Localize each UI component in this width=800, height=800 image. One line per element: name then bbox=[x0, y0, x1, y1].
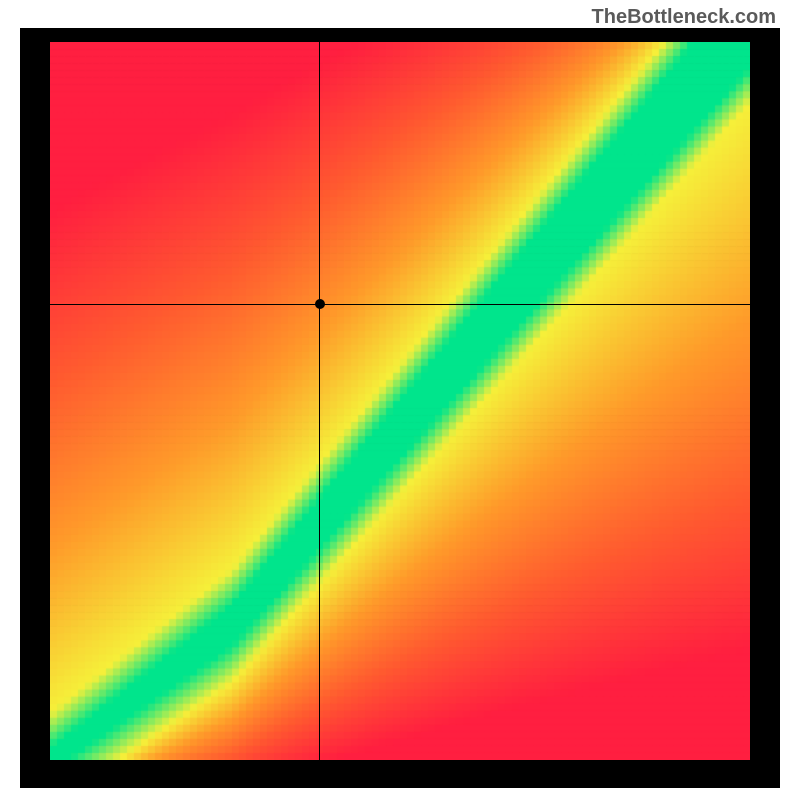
crosshair-marker bbox=[315, 299, 325, 309]
crosshair-vertical bbox=[319, 42, 320, 760]
heatmap-plot-area bbox=[50, 42, 750, 760]
chart-container: TheBottleneck.com bbox=[0, 0, 800, 800]
watermark-text: TheBottleneck.com bbox=[592, 6, 776, 29]
heatmap-canvas bbox=[50, 42, 750, 760]
crosshair-horizontal bbox=[50, 304, 750, 305]
chart-frame bbox=[20, 28, 780, 788]
